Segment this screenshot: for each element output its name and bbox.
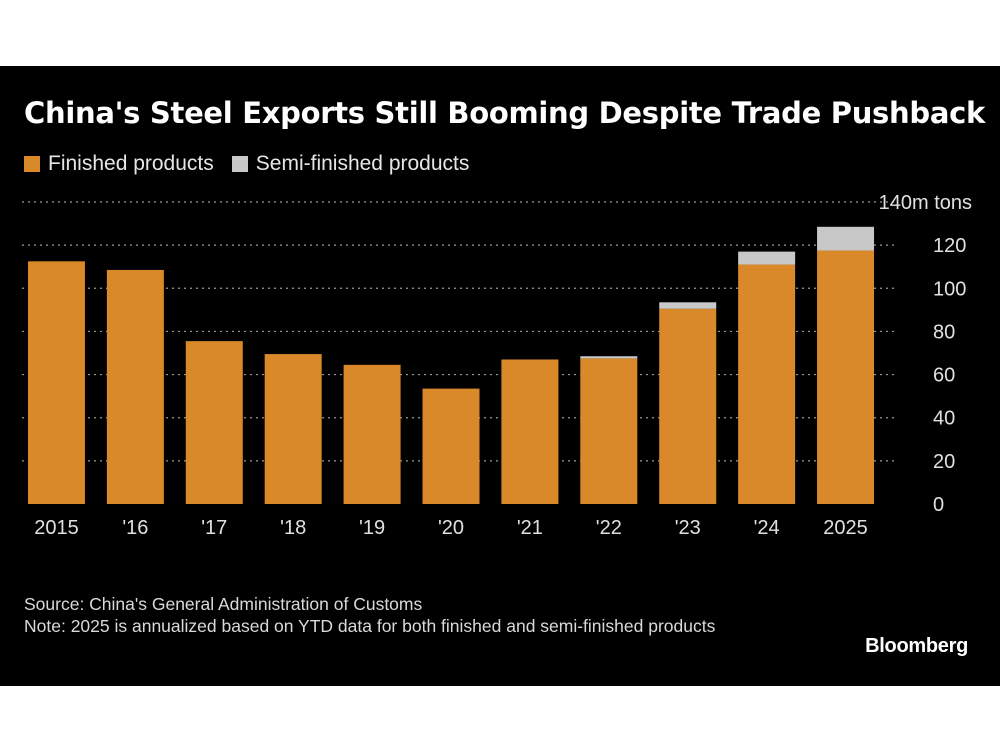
bar-finished xyxy=(185,341,243,504)
bar-finished xyxy=(27,261,85,504)
bar-finished xyxy=(817,250,875,504)
bar-finished xyxy=(422,388,480,504)
bar-semi-finished xyxy=(738,251,796,265)
y-tick-label: 100 xyxy=(933,278,966,300)
x-tick-label: '20 xyxy=(438,517,464,539)
y-tick-label: 80 xyxy=(933,321,955,343)
bar-finished xyxy=(738,264,796,504)
y-tick-label: 60 xyxy=(933,365,955,387)
source-note: Source: China's General Administration o… xyxy=(24,594,423,614)
x-tick-label: '19 xyxy=(359,517,385,539)
x-tick-label: '23 xyxy=(675,517,701,539)
footer: Source: China's General Administration o… xyxy=(24,593,764,637)
bar-semi-finished xyxy=(817,226,875,251)
x-tick-label: '22 xyxy=(596,517,622,539)
legend-label-finished: Finished products xyxy=(48,152,214,175)
bar-semi-finished xyxy=(580,356,638,359)
legend-item-finished: Finished products xyxy=(24,152,214,176)
bar-finished xyxy=(106,269,164,504)
bar-chart: 0 20 40 60 80 100 120 140m tons 2015 '16 '17 '18 '19… xyxy=(22,192,972,539)
x-tick-label: '16 xyxy=(122,517,148,539)
x-tick-label: '18 xyxy=(280,517,306,539)
chart-title: China's Steel Exports Still Booming Desp… xyxy=(24,96,985,130)
x-tick-label: 2015 xyxy=(34,517,79,539)
bar-finished xyxy=(343,364,401,504)
footnote: Note: 2025 is annualized based on YTD da… xyxy=(24,616,716,636)
x-tick-label: '17 xyxy=(201,517,227,539)
bar-finished xyxy=(264,354,322,504)
bar-finished xyxy=(580,358,638,504)
legend-swatch-finished xyxy=(24,156,40,172)
x-tick-label: 2025 xyxy=(823,517,868,539)
legend-label-semi-finished: Semi-finished products xyxy=(255,152,470,175)
y-tick-label: 0 xyxy=(933,494,944,516)
bar-finished xyxy=(659,308,717,504)
chart-card: China's Steel Exports Still Booming Desp… xyxy=(0,66,1000,686)
x-tick-label: '21 xyxy=(517,517,543,539)
bloomberg-logo: Bloomberg xyxy=(865,635,968,657)
legend: Finished products Semi-finished products xyxy=(24,152,487,176)
legend-item-semi-finished: Semi-finished products xyxy=(231,152,470,176)
bar-semi-finished xyxy=(659,302,717,309)
y-tick-label: 40 xyxy=(933,408,955,430)
y-tick-label: 20 xyxy=(933,451,955,473)
y-tick-label: 140m tons xyxy=(879,192,972,214)
bar-finished xyxy=(501,359,559,504)
legend-swatch-semi-finished xyxy=(231,156,248,172)
x-tick-label: '24 xyxy=(754,517,780,539)
y-tick-label: 120 xyxy=(933,235,966,257)
